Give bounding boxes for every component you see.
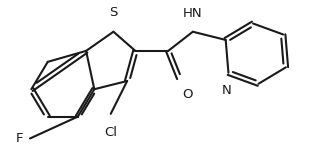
Text: F: F	[16, 132, 23, 145]
Text: S: S	[109, 6, 118, 19]
Text: Cl: Cl	[104, 126, 117, 139]
Text: N: N	[222, 84, 232, 97]
Text: O: O	[182, 88, 192, 101]
Text: HN: HN	[183, 7, 203, 20]
